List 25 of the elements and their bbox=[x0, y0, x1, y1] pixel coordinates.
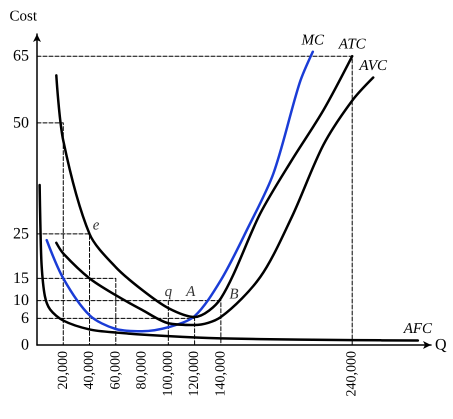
y-tick-label: 65 bbox=[13, 48, 29, 65]
y-tick-label: 10 bbox=[13, 292, 29, 310]
y-tick-label: 6 bbox=[21, 310, 29, 327]
series-label: MC bbox=[300, 32, 326, 48]
x-tick-label: 240,000 bbox=[344, 351, 360, 396]
series-label: AFC bbox=[402, 321, 434, 338]
x-tick-label: 40,000 bbox=[82, 351, 98, 390]
annotation: q bbox=[164, 284, 173, 300]
annotation: e bbox=[92, 217, 100, 234]
y-axis-title: Cost bbox=[9, 8, 38, 24]
y-tick-label: 25 bbox=[13, 225, 29, 242]
y-tick-label: 50 bbox=[13, 114, 29, 132]
series-label: AVC bbox=[358, 58, 388, 74]
x-tick-label: 60,000 bbox=[108, 351, 124, 390]
y-tick-label: 0 bbox=[21, 336, 29, 354]
annotation: B bbox=[229, 286, 239, 302]
x-tick-label: 100,000 bbox=[160, 351, 176, 396]
x-tick-label: 120,000 bbox=[187, 351, 202, 396]
annotation: A bbox=[185, 284, 196, 300]
series-label: ATC bbox=[338, 36, 367, 53]
x-tick-label: 20,000 bbox=[56, 351, 71, 390]
x-tick-label: 80,000 bbox=[134, 351, 150, 390]
x-tick-label: 140,000 bbox=[213, 351, 228, 396]
x-axis-title: Q bbox=[435, 336, 447, 354]
y-tick-label: 15 bbox=[13, 270, 29, 287]
